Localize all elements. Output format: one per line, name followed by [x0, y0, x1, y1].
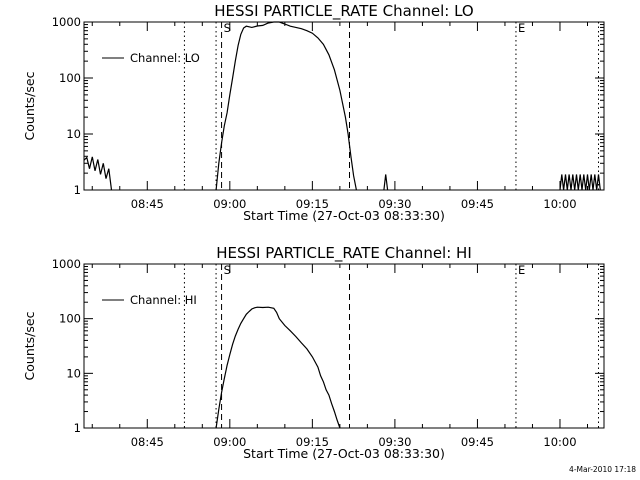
- x-tick-label: 09:30: [378, 197, 411, 211]
- y-tick-label: 100: [59, 312, 81, 326]
- chart-panel-0: HESSI PARTICLE_RATE Channel: LO 1 10 100 100…: [22, 2, 605, 223]
- x-tick-label: 09:15: [296, 435, 329, 449]
- x-axis-label: Start Time (27-Oct-03 08:33:30): [243, 208, 445, 223]
- y-tick-label: 1000: [52, 15, 81, 29]
- x-tick-label: 09:15: [296, 197, 329, 211]
- chart-title: HESSI PARTICLE_RATE Channel: LO: [214, 2, 473, 21]
- plot-frame: [83, 21, 605, 191]
- x-tick-label: 10:00: [543, 197, 576, 211]
- x-axis-label: Start Time (27-Oct-03 08:33:30): [243, 446, 445, 461]
- series-line: [83, 21, 601, 191]
- y-axis-label: Counts/sec: [22, 311, 37, 380]
- y-tick-label: 1: [74, 421, 81, 435]
- legend-label: Channel: HI: [130, 293, 197, 307]
- y-axis-label: Counts/sec: [22, 71, 37, 140]
- date-stamp: 4-Mar-2010 17:18: [569, 465, 636, 474]
- event-marker-label: E: [518, 21, 525, 35]
- y-tick-label: 100: [59, 71, 81, 85]
- chart-title: HESSI PARTICLE_RATE Channel: HI: [216, 244, 472, 263]
- series-line: [215, 306, 341, 429]
- event-marker-label: S: [224, 21, 231, 35]
- plot-frame: [83, 263, 605, 429]
- x-tick-label: 10:00: [543, 435, 576, 449]
- y-tick-label: 1: [74, 183, 81, 197]
- event-marker-label: E: [518, 263, 525, 277]
- y-tick-label: 1000: [52, 257, 81, 271]
- x-tick-label: 09:45: [461, 435, 494, 449]
- x-tick-label: 09:30: [378, 435, 411, 449]
- y-tick-label: 10: [66, 127, 81, 141]
- legend-label: Channel: LO: [130, 51, 200, 65]
- event-marker-label: S: [224, 263, 231, 277]
- x-tick-label: 09:00: [213, 197, 246, 211]
- chart-panel-1: HESSI PARTICLE_RATE Channel: HI 1 10 100 100…: [22, 244, 605, 461]
- x-tick-label: 09:45: [461, 197, 494, 211]
- x-tick-label: 08:45: [131, 197, 164, 211]
- y-tick-label: 10: [66, 366, 81, 380]
- x-tick-label: 08:45: [131, 435, 164, 449]
- x-tick-label: 09:00: [213, 435, 246, 449]
